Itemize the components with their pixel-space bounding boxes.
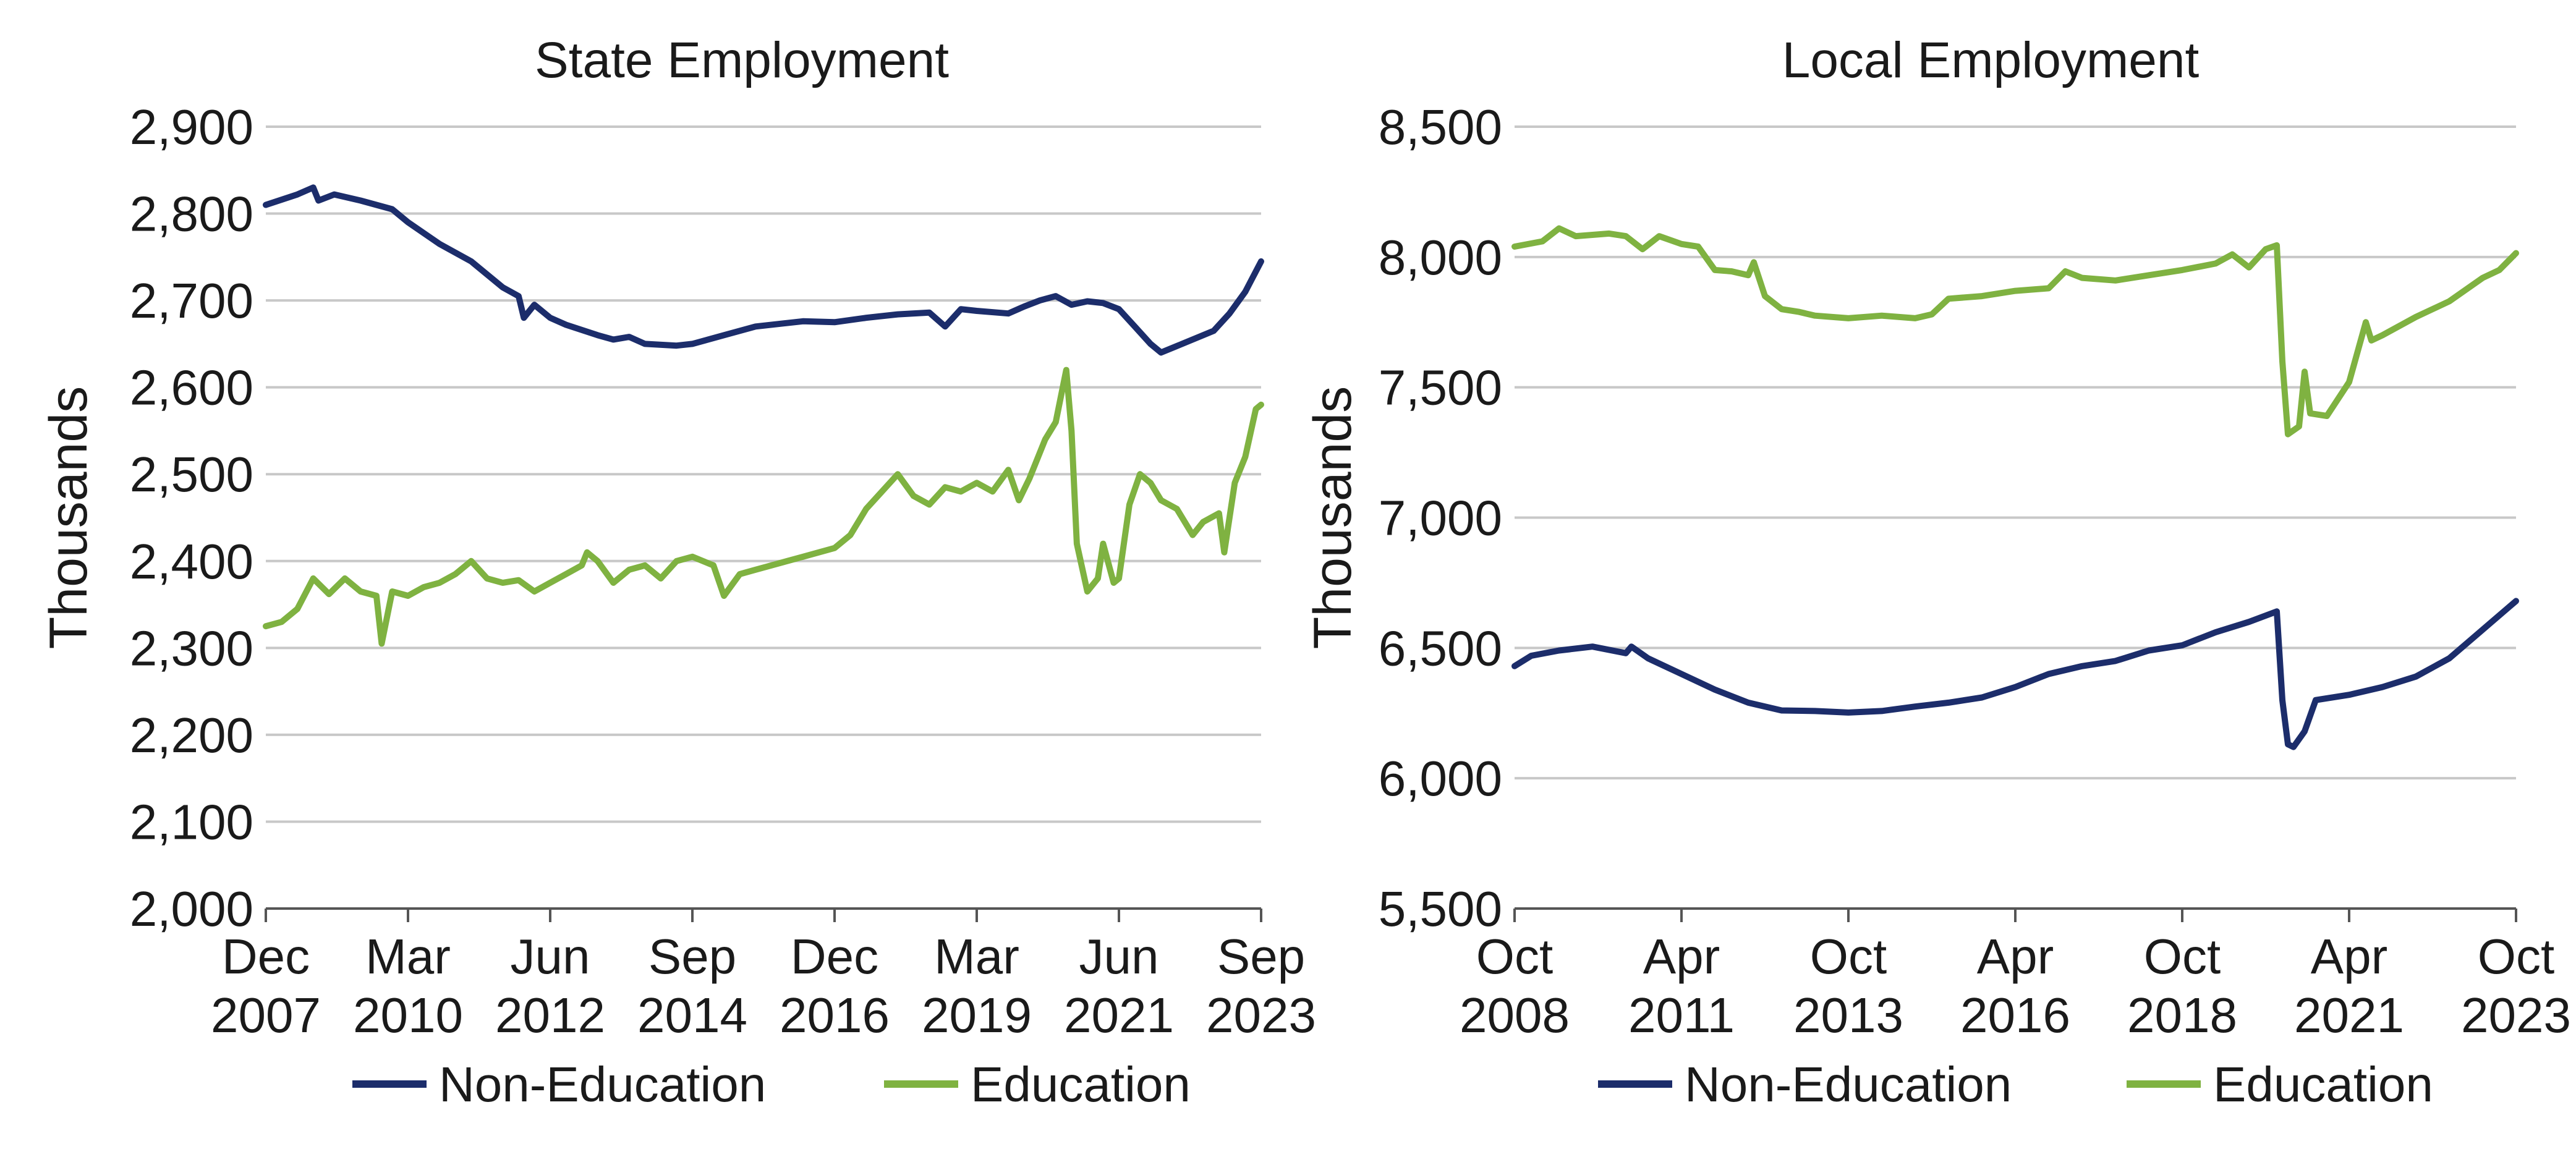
x-tick-label-year: 2021 bbox=[2294, 988, 2404, 1043]
x-tick-label-month: Apr bbox=[1643, 929, 1720, 984]
x-tick-label-month: Apr bbox=[1977, 929, 2054, 984]
x-tick-label-month: Oct bbox=[2144, 929, 2221, 984]
x-tick-label-year: 2016 bbox=[780, 988, 890, 1043]
x-tick-label-year: 2008 bbox=[1460, 988, 1570, 1043]
y-tick-label: 6,500 bbox=[1379, 621, 1502, 676]
y-tick-label: 2,600 bbox=[130, 360, 253, 415]
chart-panel-2: Local Employment 5,500 6,000 6,500 7,000 7,50… bbox=[1303, 32, 2571, 1112]
y-tick-label: 2,300 bbox=[130, 621, 253, 676]
y-tick-label: 6,000 bbox=[1379, 751, 1502, 806]
x-tick-label-month: Jun bbox=[511, 929, 590, 984]
legend-label: Non-Education bbox=[439, 1057, 766, 1112]
x-tick-label-month: Jun bbox=[1079, 929, 1159, 984]
legend-label: Non-Education bbox=[1685, 1057, 2012, 1112]
legend-label: Education bbox=[2213, 1057, 2433, 1112]
y-tick-label: 2,000 bbox=[130, 881, 253, 936]
legend-label: Education bbox=[971, 1057, 1191, 1112]
y-tick-label: 7,500 bbox=[1379, 360, 1502, 415]
x-tick-label-year: 2012 bbox=[495, 988, 605, 1043]
y-tick-label: 8,500 bbox=[1379, 100, 1502, 155]
y-axis-title: Thousands bbox=[1303, 386, 1362, 650]
y-tick-label: 2,900 bbox=[130, 100, 253, 155]
y-tick-label: 2,800 bbox=[130, 187, 253, 242]
y-tick-label: 7,000 bbox=[1379, 491, 1502, 546]
y-axis-title: Thousands bbox=[39, 386, 98, 650]
x-tick-label-month: Dec bbox=[791, 929, 878, 984]
x-tick-label-year: 2010 bbox=[353, 988, 463, 1043]
y-tick-label: 2,100 bbox=[130, 794, 253, 849]
x-tick-label-month: Sep bbox=[648, 929, 736, 984]
x-tick-label-month: Oct bbox=[1810, 929, 1887, 984]
x-tick-label-year: 2018 bbox=[2127, 988, 2237, 1043]
x-tick-label-month: Dec bbox=[222, 929, 310, 984]
x-tick-label-year: 2014 bbox=[637, 988, 747, 1043]
x-tick-label-year: 2021 bbox=[1064, 988, 1174, 1043]
x-tick-label-year: 2016 bbox=[1960, 988, 2070, 1043]
x-tick-label-year: 2013 bbox=[1793, 988, 1903, 1043]
x-tick-label-year: 2011 bbox=[1628, 988, 1735, 1043]
x-tick-label-year: 2023 bbox=[1206, 988, 1316, 1043]
chart-panel-1: State Employment 2,000 2,100 2,200 2,300 2,40… bbox=[39, 32, 1316, 1112]
series-line-non-education bbox=[263, 184, 1264, 356]
series-line-education bbox=[1511, 225, 2519, 438]
y-tick-label: 2,400 bbox=[130, 534, 253, 589]
x-tick-label-month: Oct bbox=[1476, 929, 1553, 984]
chart-title: Local Employment bbox=[1782, 32, 2200, 88]
y-tick-label: 2,500 bbox=[130, 447, 253, 502]
x-tick-label-year: 2023 bbox=[2461, 988, 2571, 1043]
chart-title: State Employment bbox=[535, 32, 949, 88]
x-tick-label-month: Apr bbox=[2311, 929, 2388, 984]
x-tick-label-month: Oct bbox=[2478, 929, 2554, 984]
y-tick-label: 2,200 bbox=[130, 708, 253, 763]
y-tick-label: 5,500 bbox=[1379, 881, 1502, 936]
x-tick-label-month: Sep bbox=[1217, 929, 1305, 984]
x-tick-label-year: 2019 bbox=[922, 988, 1032, 1043]
series-line-education bbox=[263, 367, 1264, 647]
y-tick-label: 2,700 bbox=[130, 273, 253, 328]
x-tick-label-month: Mar bbox=[934, 929, 1019, 984]
x-tick-label-year: 2007 bbox=[211, 988, 321, 1043]
series-line-non-education bbox=[1511, 598, 2519, 750]
x-tick-label-month: Mar bbox=[365, 929, 451, 984]
y-tick-label: 8,000 bbox=[1379, 230, 1502, 285]
